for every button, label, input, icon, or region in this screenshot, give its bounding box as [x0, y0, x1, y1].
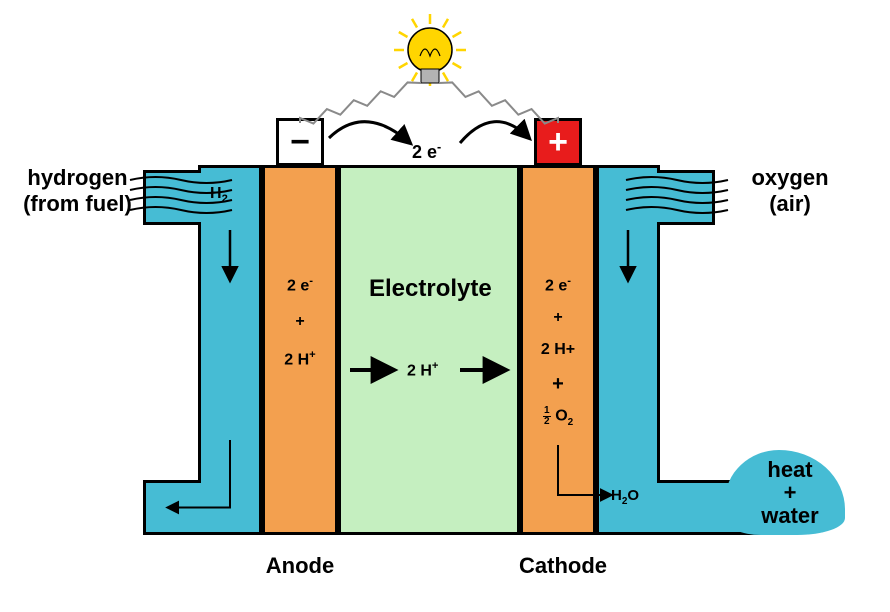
negative-terminal: −	[276, 118, 324, 166]
lightbulb-icon	[394, 14, 466, 86]
anode-reaction: 2 e- + 2 H+	[262, 275, 338, 370]
proton-flow-label: 2 H+	[407, 360, 438, 380]
cathode-label: Cathode	[515, 553, 611, 579]
h2-formula: H2	[210, 185, 228, 205]
fuel-cell-diagram: − +	[0, 0, 890, 612]
electron-flow-label: 2 e-	[412, 140, 441, 163]
plus-symbol: +	[548, 123, 568, 161]
positive-terminal: +	[534, 118, 582, 166]
left-fluid-bottom	[143, 480, 201, 535]
hydrogen-label: hydrogen (from fuel)	[10, 165, 145, 217]
cathode-reaction: 2 e- + 2 H+ + 1 2 O2	[520, 275, 596, 428]
electrolyte-label: Electrolyte	[369, 275, 509, 303]
minus-symbol: −	[290, 123, 310, 161]
left-fluid-entry	[143, 170, 201, 225]
electrolyte-region	[338, 165, 520, 535]
left-fluid-channel	[198, 165, 262, 535]
right-fluid-entry	[657, 170, 715, 225]
anode-label: Anode	[262, 553, 338, 579]
water-formula: H2O	[611, 487, 639, 507]
oxygen-label: oxygen (air)	[730, 165, 850, 217]
heat-water-label: heat + water	[745, 458, 835, 527]
right-fluid-channel	[596, 165, 660, 535]
